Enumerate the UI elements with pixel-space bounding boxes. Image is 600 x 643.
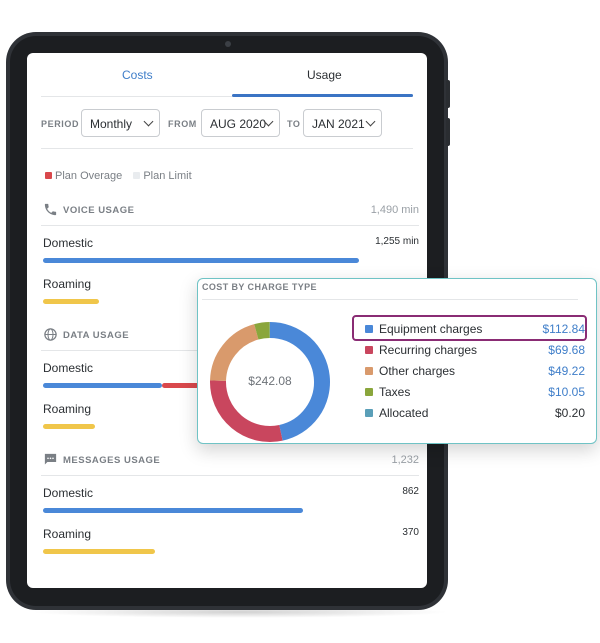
cost-label: Other charges [379, 364, 456, 378]
chevron-down-icon [365, 116, 376, 127]
legend-swatch [133, 172, 141, 179]
highlight-outline [352, 315, 587, 341]
cost-amount: $0.20 [554, 406, 585, 420]
period-select[interactable]: Monthly [81, 109, 160, 137]
cost-swatch [365, 367, 373, 375]
donut-slice-taxes[interactable] [254, 322, 271, 340]
usage-row: Domestic [41, 351, 419, 392]
usage-legend: Plan Overage Plan Limit [45, 170, 200, 182]
legend-item-overage: Plan Overage [45, 170, 125, 182]
cost-item-allocated[interactable]: Allocated $0.20 [363, 404, 585, 424]
section-header: MESSAGES USAGE 1,232 [41, 450, 419, 476]
section-total: 1,490 min [370, 204, 419, 216]
usage-row: Domestic 1,255 min [41, 226, 419, 267]
cost-swatch [365, 409, 373, 417]
period-value: Monthly [90, 117, 133, 131]
chevron-down-icon [143, 116, 154, 127]
cost-swatch [365, 325, 373, 333]
cost-amount: $10.05 [548, 385, 585, 399]
usage-row: Roaming [41, 267, 419, 308]
usage-bar [43, 424, 95, 429]
donut-slice-equipment-charges[interactable] [269, 322, 330, 441]
row-label: Roaming [43, 527, 92, 541]
section-title: DATA USAGE [63, 330, 130, 341]
row-value: 1,255 min [375, 236, 419, 247]
cost-label: Allocated [379, 406, 429, 420]
divider [202, 299, 578, 300]
section-total: 1,232 [391, 454, 419, 466]
messages-usage-section: MESSAGES USAGE 1,232 Domestic 862 Roamin… [41, 450, 419, 558]
section-title: MESSAGES USAGE [63, 455, 161, 466]
usage-row: Domestic 862 [41, 476, 419, 517]
from-label: FROM [168, 119, 197, 129]
phone-icon [44, 203, 57, 216]
cost-item-recurring-charges[interactable]: Recurring charges $69.68 [363, 341, 585, 361]
overage-bar [162, 383, 199, 388]
volume-up-button [446, 80, 450, 108]
usage-bar [43, 383, 162, 388]
row-label: Roaming [43, 402, 92, 416]
tab-usage[interactable]: Usage [307, 68, 342, 82]
usage-bar [43, 549, 155, 554]
cost-item-equipment-charges[interactable]: Equipment charges $112.84 [363, 320, 585, 340]
usage-bar [43, 258, 359, 263]
from-value: AUG 2020 [210, 117, 267, 131]
usage-bar [43, 508, 303, 513]
legend-label: Plan Limit [143, 170, 192, 182]
cost-swatch [365, 346, 373, 354]
donut-slice-other-charges[interactable] [210, 324, 259, 382]
tab-bar: Costs Usage [41, 53, 413, 97]
cost-item-taxes[interactable]: Taxes $10.05 [363, 383, 585, 403]
cost-label: Recurring charges [379, 343, 478, 357]
row-value: 862 [402, 486, 419, 497]
section-header: VOICE USAGE 1,490 min [41, 200, 419, 226]
filter-bar: PERIOD Monthly FROM AUG 2020 TO JAN 2021 [41, 109, 413, 149]
legend-item-limit: Plan Limit [133, 170, 192, 182]
card-title: COST BY CHARGE TYPE [202, 282, 317, 292]
cost-item-other-charges[interactable]: Other charges $49.22 [363, 362, 585, 382]
cost-label: Equipment charges [379, 322, 483, 336]
active-tab-indicator [232, 94, 413, 97]
cost-donut-chart [210, 321, 330, 442]
tab-costs[interactable]: Costs [122, 68, 153, 82]
period-label: PERIOD [41, 119, 80, 129]
row-label: Domestic [43, 486, 94, 500]
volume-down-button [446, 118, 450, 146]
globe-icon [44, 328, 57, 341]
camera-icon [225, 41, 231, 47]
row-label: Domestic [43, 361, 94, 375]
to-value: JAN 2021 [312, 117, 365, 131]
voice-usage-section: VOICE USAGE 1,490 min Domestic 1,255 min… [41, 200, 419, 308]
row-label: Roaming [43, 277, 92, 291]
cost-label: Taxes [379, 385, 411, 399]
to-select[interactable]: JAN 2021 [303, 109, 382, 137]
usage-row: Roaming [41, 392, 419, 433]
legend-swatch [45, 172, 52, 179]
row-label: Domestic [43, 236, 94, 250]
message-icon [44, 453, 57, 465]
from-select[interactable]: AUG 2020 [201, 109, 280, 137]
cost-swatch [365, 388, 373, 396]
section-title: VOICE USAGE [63, 205, 135, 216]
to-label: TO [287, 119, 301, 129]
usage-bar [43, 299, 99, 304]
legend-label: Plan Overage [55, 170, 123, 182]
donut-total: $242.08 [248, 374, 292, 388]
cost-amount: $112.84 [542, 322, 586, 336]
usage-row: Roaming 370 [41, 517, 419, 558]
cost-amount: $69.68 [548, 343, 585, 357]
cost-amount: $49.22 [548, 364, 585, 378]
donut-slice-recurring-charges[interactable] [210, 380, 283, 442]
cost-by-charge-card: COST BY CHARGE TYPE $242.08 Equipment ch… [197, 278, 597, 444]
row-value: 370 [402, 527, 419, 538]
